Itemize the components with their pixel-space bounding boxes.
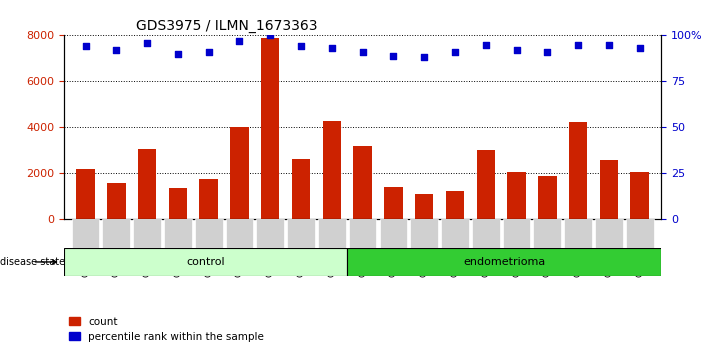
Text: GDS3975 / ILMN_1673363: GDS3975 / ILMN_1673363 bbox=[136, 19, 317, 33]
Point bbox=[203, 49, 215, 55]
Bar bbox=[107, 183, 126, 219]
FancyBboxPatch shape bbox=[347, 248, 661, 276]
Point bbox=[357, 49, 368, 55]
Point bbox=[326, 45, 338, 51]
Bar bbox=[476, 150, 495, 219]
Bar bbox=[538, 176, 557, 219]
FancyBboxPatch shape bbox=[503, 219, 530, 248]
FancyBboxPatch shape bbox=[441, 219, 469, 248]
FancyBboxPatch shape bbox=[533, 219, 561, 248]
Bar bbox=[292, 159, 310, 219]
Bar bbox=[323, 120, 341, 219]
Point bbox=[264, 33, 276, 38]
Bar bbox=[230, 127, 249, 219]
Bar bbox=[599, 160, 618, 219]
Point bbox=[510, 47, 522, 53]
Point bbox=[234, 38, 245, 44]
Bar bbox=[261, 38, 279, 219]
Point bbox=[572, 42, 584, 47]
FancyBboxPatch shape bbox=[257, 219, 284, 248]
Legend: count, percentile rank within the sample: count, percentile rank within the sample bbox=[69, 316, 264, 342]
Bar bbox=[631, 172, 649, 219]
FancyBboxPatch shape bbox=[164, 219, 192, 248]
FancyBboxPatch shape bbox=[410, 219, 438, 248]
Point bbox=[603, 42, 614, 47]
FancyBboxPatch shape bbox=[318, 219, 346, 248]
FancyBboxPatch shape bbox=[595, 219, 623, 248]
FancyBboxPatch shape bbox=[102, 219, 130, 248]
Bar bbox=[446, 191, 464, 219]
Point bbox=[141, 40, 153, 46]
FancyBboxPatch shape bbox=[349, 219, 376, 248]
Bar bbox=[169, 188, 187, 219]
Bar bbox=[200, 179, 218, 219]
Point bbox=[419, 55, 430, 60]
FancyBboxPatch shape bbox=[380, 219, 407, 248]
Bar bbox=[415, 194, 434, 219]
Bar bbox=[508, 172, 525, 219]
Bar bbox=[76, 169, 95, 219]
FancyBboxPatch shape bbox=[195, 219, 223, 248]
FancyBboxPatch shape bbox=[225, 219, 253, 248]
FancyBboxPatch shape bbox=[72, 219, 100, 248]
Point bbox=[111, 47, 122, 53]
Point bbox=[387, 53, 399, 58]
Point bbox=[449, 49, 461, 55]
Point bbox=[480, 42, 491, 47]
Bar bbox=[138, 149, 156, 219]
FancyBboxPatch shape bbox=[287, 219, 315, 248]
Point bbox=[172, 51, 183, 57]
FancyBboxPatch shape bbox=[565, 219, 592, 248]
Text: endometrioma: endometrioma bbox=[463, 257, 545, 267]
Point bbox=[295, 44, 306, 49]
Bar bbox=[353, 146, 372, 219]
Point bbox=[634, 45, 646, 51]
Point bbox=[80, 44, 91, 49]
FancyBboxPatch shape bbox=[133, 219, 161, 248]
Text: disease state: disease state bbox=[0, 257, 65, 267]
FancyBboxPatch shape bbox=[64, 248, 347, 276]
Point bbox=[542, 49, 553, 55]
FancyBboxPatch shape bbox=[626, 219, 653, 248]
Bar bbox=[569, 122, 587, 219]
Text: control: control bbox=[186, 257, 225, 267]
FancyBboxPatch shape bbox=[472, 219, 500, 248]
Bar bbox=[384, 187, 402, 219]
